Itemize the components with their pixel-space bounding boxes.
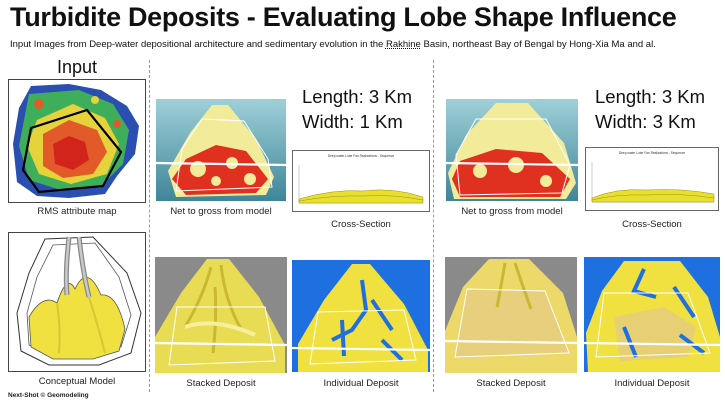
conceptual-caption: Conceptual Model <box>38 376 116 387</box>
scenario-1-individual-caption: Individual Deposit <box>323 378 399 389</box>
scenario-2-cross-section-title: Deep-water Lobe Fan Realizations - Seque… <box>618 151 686 155</box>
rms-caption: RMS attribute map <box>37 206 117 217</box>
page-subtitle: Input Images from Deep-water depositiona… <box>10 39 656 50</box>
subtitle-prefix: Input Images from Deep-water depositiona… <box>10 39 386 50</box>
scenario-2-cross-section-caption: Cross-Section <box>622 219 682 230</box>
scenario-1-individual-deposit-image <box>292 260 430 372</box>
subtitle-underlined: Rakhine <box>385 39 421 50</box>
scenario-1-length: Length: 3 Km <box>302 86 413 107</box>
page-title: Turbidite Deposits - Evaluating Lobe Sha… <box>10 2 677 32</box>
scenario-2-net-to-gross-caption: Net to gross from model <box>461 206 563 217</box>
divider-left <box>149 60 150 392</box>
rms-attribute-map <box>8 79 146 203</box>
input-heading: Input <box>56 57 98 77</box>
scenario-2-stacked-deposit-image <box>445 257 577 373</box>
footer-credit: Next-Shot © Geomodeling <box>8 392 89 399</box>
scenario-2-width: Width: 3 Km <box>595 111 696 132</box>
scenario-2-stacked-caption: Stacked Deposit <box>476 378 546 389</box>
scenario-1-cross-section-caption: Cross-Section <box>331 219 391 230</box>
scenario-2-net-to-gross-image <box>446 99 578 201</box>
scenario-1-stacked-caption: Stacked Deposit <box>186 378 256 389</box>
subtitle-suffix: Basin, northeast Bay of Bengal by Hong-X… <box>420 39 656 50</box>
scenario-1-stacked-deposit-image <box>155 257 287 373</box>
divider-right <box>433 60 434 392</box>
scenario-1-net-to-gross-caption: Net to gross from model <box>170 206 272 217</box>
scenario-2-individual-deposit-image <box>584 257 720 372</box>
scenario-2-length: Length: 3 Km <box>595 86 706 107</box>
conceptual-model <box>8 232 146 372</box>
scenario-1-width: Width: 1 Km <box>302 111 403 132</box>
scenario-2-cross-section: Deep-water Lobe Fan Realizations - Seque… <box>585 147 719 211</box>
scenario-1-net-to-gross-image <box>156 99 286 201</box>
scenario-1-cross-section-title: Deep-water Lobe Fan Realizations - Seque… <box>327 154 395 158</box>
scenario-2-individual-caption: Individual Deposit <box>614 378 690 389</box>
scenario-1-cross-section: Deep-water Lobe Fan Realizations - Seque… <box>292 150 430 212</box>
